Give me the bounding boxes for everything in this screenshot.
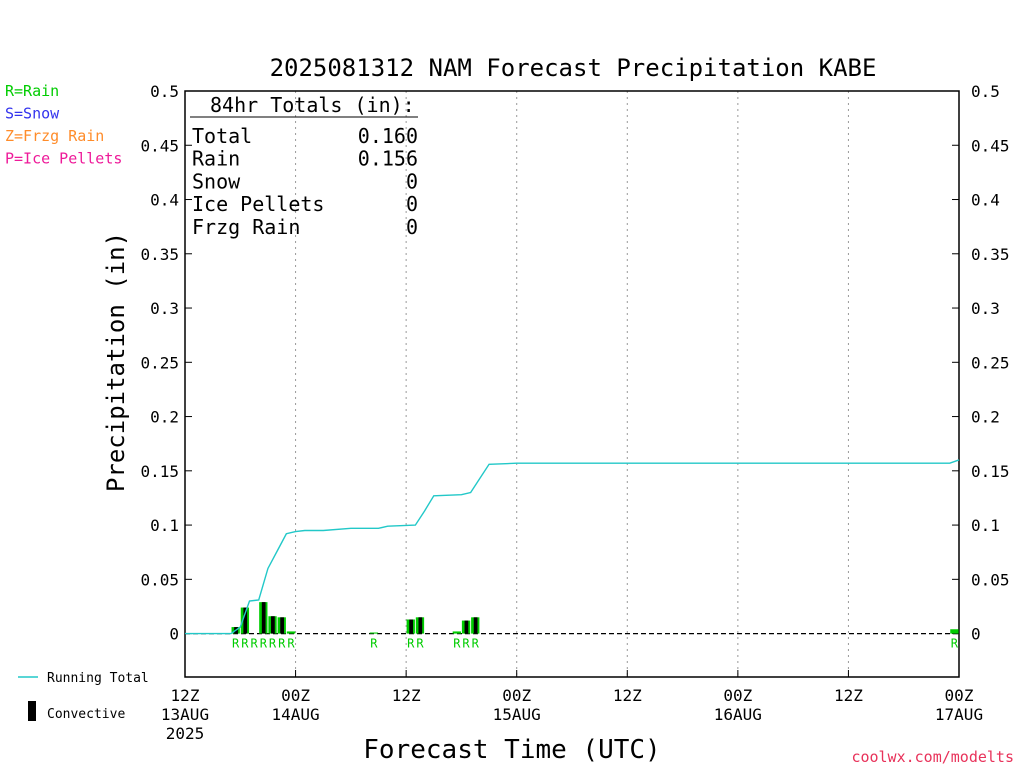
totals-row-value: 0 bbox=[406, 215, 418, 239]
precip-type-label: R bbox=[260, 637, 268, 651]
y-tick-label-left: 0.3 bbox=[150, 299, 179, 318]
precip-type-legend-item: P=Ice Pellets bbox=[5, 150, 122, 168]
y-tick-label-right: 0.2 bbox=[971, 408, 1000, 427]
legend-running-total-label: Running Total bbox=[47, 671, 149, 686]
x-tick-label: 16AUG bbox=[714, 705, 762, 724]
totals-row-value: 0 bbox=[406, 169, 418, 193]
y-tick-label-left: 0.4 bbox=[150, 191, 179, 210]
x-tick-label: 15AUG bbox=[493, 705, 541, 724]
x-tick-label: 17AUG bbox=[935, 705, 983, 724]
precip-bar bbox=[369, 632, 379, 634]
precip-type-label: R bbox=[462, 637, 470, 651]
x-tick-label: 00Z bbox=[945, 686, 974, 705]
convective-bar bbox=[271, 616, 275, 634]
convective-bar bbox=[464, 620, 469, 634]
precip-type-legend-item: S=Snow bbox=[5, 105, 60, 123]
x-tick-label: 00Z bbox=[502, 686, 531, 705]
x-axis-label: Forecast Time (UTC) bbox=[363, 735, 660, 765]
precip-type-label: R bbox=[287, 637, 295, 651]
precip-bar bbox=[286, 631, 296, 634]
legend-convective-label: Convective bbox=[47, 707, 125, 722]
precip-type-label: R bbox=[416, 637, 424, 651]
y-tick-label-left: 0.05 bbox=[140, 570, 179, 589]
legend-convective-swatch bbox=[28, 701, 36, 721]
plot-frame bbox=[184, 90, 960, 678]
y-tick-label-right: 0.25 bbox=[971, 353, 1010, 372]
convective-bar bbox=[261, 602, 266, 634]
precip-type-label: R bbox=[250, 637, 258, 651]
y-tick-label-left: 0.45 bbox=[140, 136, 179, 155]
totals-row-label: Frzg Rain bbox=[192, 215, 300, 239]
y-tick-label-right: 0.05 bbox=[971, 570, 1010, 589]
totals-header: 84hr Totals (in): bbox=[210, 93, 415, 117]
totals-row-value: 0 bbox=[406, 192, 418, 216]
totals-row-label: Rain bbox=[192, 147, 240, 171]
convective-bar bbox=[473, 617, 478, 634]
y-tick-label-right: 0.35 bbox=[971, 245, 1010, 264]
precip-bar bbox=[950, 629, 959, 634]
x-tick-label: 14AUG bbox=[271, 705, 319, 724]
precip-type-label: R bbox=[241, 637, 249, 651]
precip-type-legend-item: Z=Frzg Rain bbox=[5, 127, 104, 145]
precip-type-label: R bbox=[951, 637, 959, 651]
y-tick-label-right: 0 bbox=[971, 625, 981, 644]
y-axis-label: Precipitation (in) bbox=[102, 232, 130, 492]
x-tick-label: 12Z bbox=[834, 686, 863, 705]
y-tick-label-right: 0.3 bbox=[971, 299, 1000, 318]
convective-bar bbox=[418, 617, 423, 634]
totals-row-label: Snow bbox=[192, 169, 241, 193]
precip-type-label: R bbox=[269, 637, 277, 651]
x-tick-label: 12Z bbox=[171, 686, 200, 705]
totals-row-value: 0.156 bbox=[358, 147, 418, 171]
y-tick-label-left: 0 bbox=[169, 625, 179, 644]
y-tick-label-right: 0.45 bbox=[971, 136, 1010, 155]
x-tick-label: 2025 bbox=[166, 724, 205, 743]
y-tick-label-left: 0.5 bbox=[150, 82, 179, 101]
precip-type-label: R bbox=[278, 637, 286, 651]
y-tick-label-left: 0.25 bbox=[140, 353, 179, 372]
convective-bar bbox=[409, 619, 413, 634]
x-tick-label: 13AUG bbox=[161, 705, 209, 724]
x-tick-label: 12Z bbox=[392, 686, 421, 705]
precip-type-label: R bbox=[472, 637, 480, 651]
precip-type-label: R bbox=[370, 637, 378, 651]
totals-row-value: 0.160 bbox=[358, 124, 418, 148]
chart-title: 2025081312 NAM Forecast Precipitation KA… bbox=[270, 54, 877, 82]
y-tick-label-right: 0.15 bbox=[971, 462, 1010, 481]
precip-type-label: R bbox=[453, 637, 461, 651]
totals-row-label: Total bbox=[192, 124, 252, 148]
y-tick-label-right: 0.1 bbox=[971, 516, 1000, 535]
y-tick-label-left: 0.1 bbox=[150, 516, 179, 535]
y-tick-label-right: 0.5 bbox=[971, 82, 1000, 101]
convective-bar bbox=[243, 607, 248, 634]
running-total-line bbox=[185, 459, 960, 635]
convective-bar bbox=[280, 617, 284, 634]
precip-type-legend-item: R=Rain bbox=[5, 82, 59, 100]
x-tick-label: 12Z bbox=[613, 686, 642, 705]
y-tick-label-left: 0.15 bbox=[140, 462, 179, 481]
y-tick-label-left: 0.2 bbox=[150, 408, 179, 427]
precip-bar bbox=[452, 631, 461, 634]
credit-text: coolwx.com/modelts bbox=[851, 748, 1014, 766]
x-tick-label: 00Z bbox=[281, 686, 310, 705]
precip-type-label: R bbox=[407, 637, 415, 651]
x-tick-label: 00Z bbox=[723, 686, 752, 705]
precip-type-label: R bbox=[232, 637, 240, 651]
y-tick-label-left: 0.35 bbox=[140, 245, 179, 264]
totals-row-label: Ice Pellets bbox=[192, 192, 324, 216]
y-tick-label-right: 0.4 bbox=[971, 191, 1000, 210]
